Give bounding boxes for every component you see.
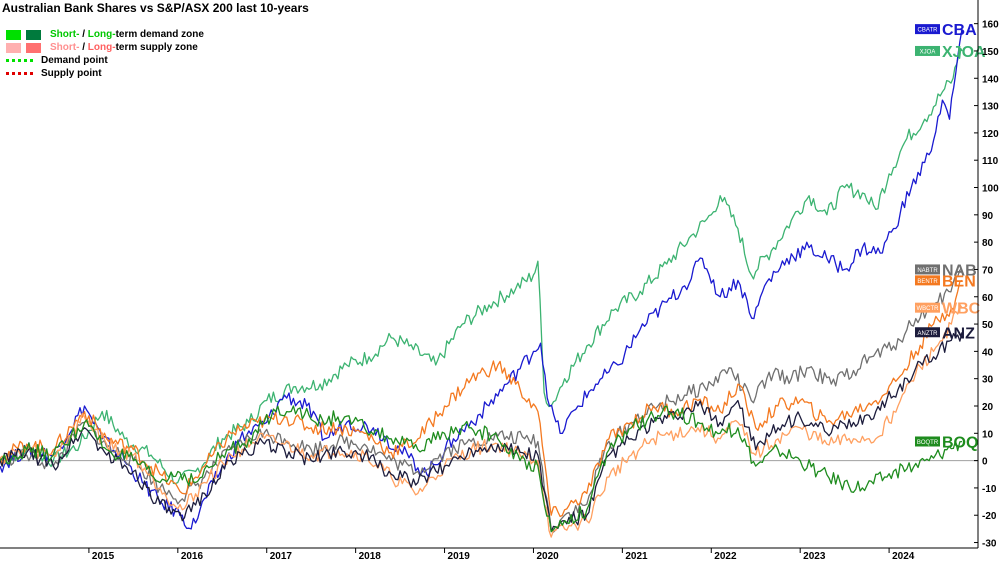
series-xjoa-tag-box [915,45,940,56]
series-boq-tag-text: BOQTR [917,440,939,446]
legend-label-long: Long- [87,41,116,53]
y-tick-label: 40 [982,347,994,358]
series-nab-line [0,268,963,533]
series-nab-tag-text: NABTR [917,268,938,274]
legend-dotted-supply [6,72,33,75]
series-ben-tag-box [915,275,940,286]
chart-title: Australian Bank Shares vs S&P/ASX 200 la… [2,1,309,15]
y-tick-label: 20 [982,402,994,413]
y-tick-label: 130 [982,102,999,113]
legend-label-text: term supply zone [115,41,198,53]
y-tick-label: 50 [982,320,994,331]
series-wbc-tag-text: WBCTR [917,306,940,312]
y-tick-label: 120 [982,129,999,140]
x-tick-label: 2019 [448,551,471,562]
y-tick-label: 140 [982,74,999,85]
series-cba-tag-text: CBATR [918,28,939,34]
series-ben-label: BEN [942,273,976,290]
series-nab-tag-box [915,264,940,275]
series-boq-tag-box [915,436,940,447]
series-boq-label: BOQ [942,434,978,451]
series-anz-line [0,332,963,533]
y-tick-label: 110 [982,156,999,167]
series-ben-line [0,279,963,518]
legend-label-demand-point: Demand point [41,54,108,66]
legend-demand-point: Demand point [6,54,204,67]
y-tick-label: 90 [982,211,994,222]
legend-label-short: Short- [50,28,80,40]
legend-demand-zone: Short- / Long- term demand zone [6,28,204,41]
series-cba-line [0,28,963,530]
legend-label-sep: / [79,28,88,40]
y-tick-label: 80 [982,238,994,249]
x-tick-label: 2016 [181,551,204,562]
x-tick-label: 2024 [892,551,915,562]
series-anz-tag-text: ANZTR [918,331,939,337]
legend-swatch-long-supply [26,42,41,53]
legend: Short- / Long- term demand zone Short- /… [6,28,204,80]
legend-label-short: Short- [50,41,80,53]
x-tick-label: 2021 [625,551,648,562]
x-tick-label: 2022 [714,551,737,562]
series-ben-tag-text: BENTR [917,279,938,285]
legend-label-long: Long- [87,28,116,40]
y-tick-label: 0 [982,457,988,468]
y-tick-label: 150 [982,47,999,58]
x-tick-label: 2015 [92,551,115,562]
series-xjoa-line [0,47,963,485]
y-tick-label: 100 [982,184,999,195]
y-tick-label: 70 [982,265,994,276]
y-tick-label: 160 [982,20,999,31]
series-xjoa-label: XJOA [942,44,986,61]
series-nab-label: NAB [942,262,977,279]
y-tick-label: 60 [982,293,994,304]
x-tick-label: 2018 [359,551,382,562]
series-anz-tag-box [915,327,940,338]
legend-swatch-long-demand [26,29,41,40]
series-lines [0,28,963,538]
legend-swatch-short-demand [6,29,21,40]
legend-label-sep: / [79,41,88,53]
series-wbc-label: WBC [942,301,981,318]
series-cba-tag-box [915,24,940,35]
x-tick-label: 2020 [536,551,559,562]
x-tick-label: 2023 [803,551,826,562]
y-tick-label: -10 [982,484,997,495]
y-tick-label: -30 [982,539,997,550]
legend-supply-point: Supply point [6,67,204,80]
series-cba-label: CBA [942,22,977,39]
legend-swatch-short-supply [6,42,21,53]
x-tick-label: 2017 [270,551,293,562]
legend-label-supply-point: Supply point [41,67,102,79]
series-anz-label: ANZ [942,325,975,342]
legend-label-text: term demand zone [115,28,204,40]
y-tick-label: 30 [982,375,994,386]
series-tags: XJOA XJOA CBATR CBA NABTR NAB BENTR BEN WBCTR WBC… [915,22,986,451]
y-tick-label: -20 [982,511,997,522]
series-boq-line [0,405,963,533]
series-wbc-tag-box [915,302,940,313]
series-xjoa-tag-text: XJOA [920,49,936,55]
y-tick-label: 10 [982,429,994,440]
series-wbc-line [0,304,963,538]
legend-supply-zone: Short- / Long- term supply zone [6,41,204,54]
legend-dotted-demand [6,59,33,62]
